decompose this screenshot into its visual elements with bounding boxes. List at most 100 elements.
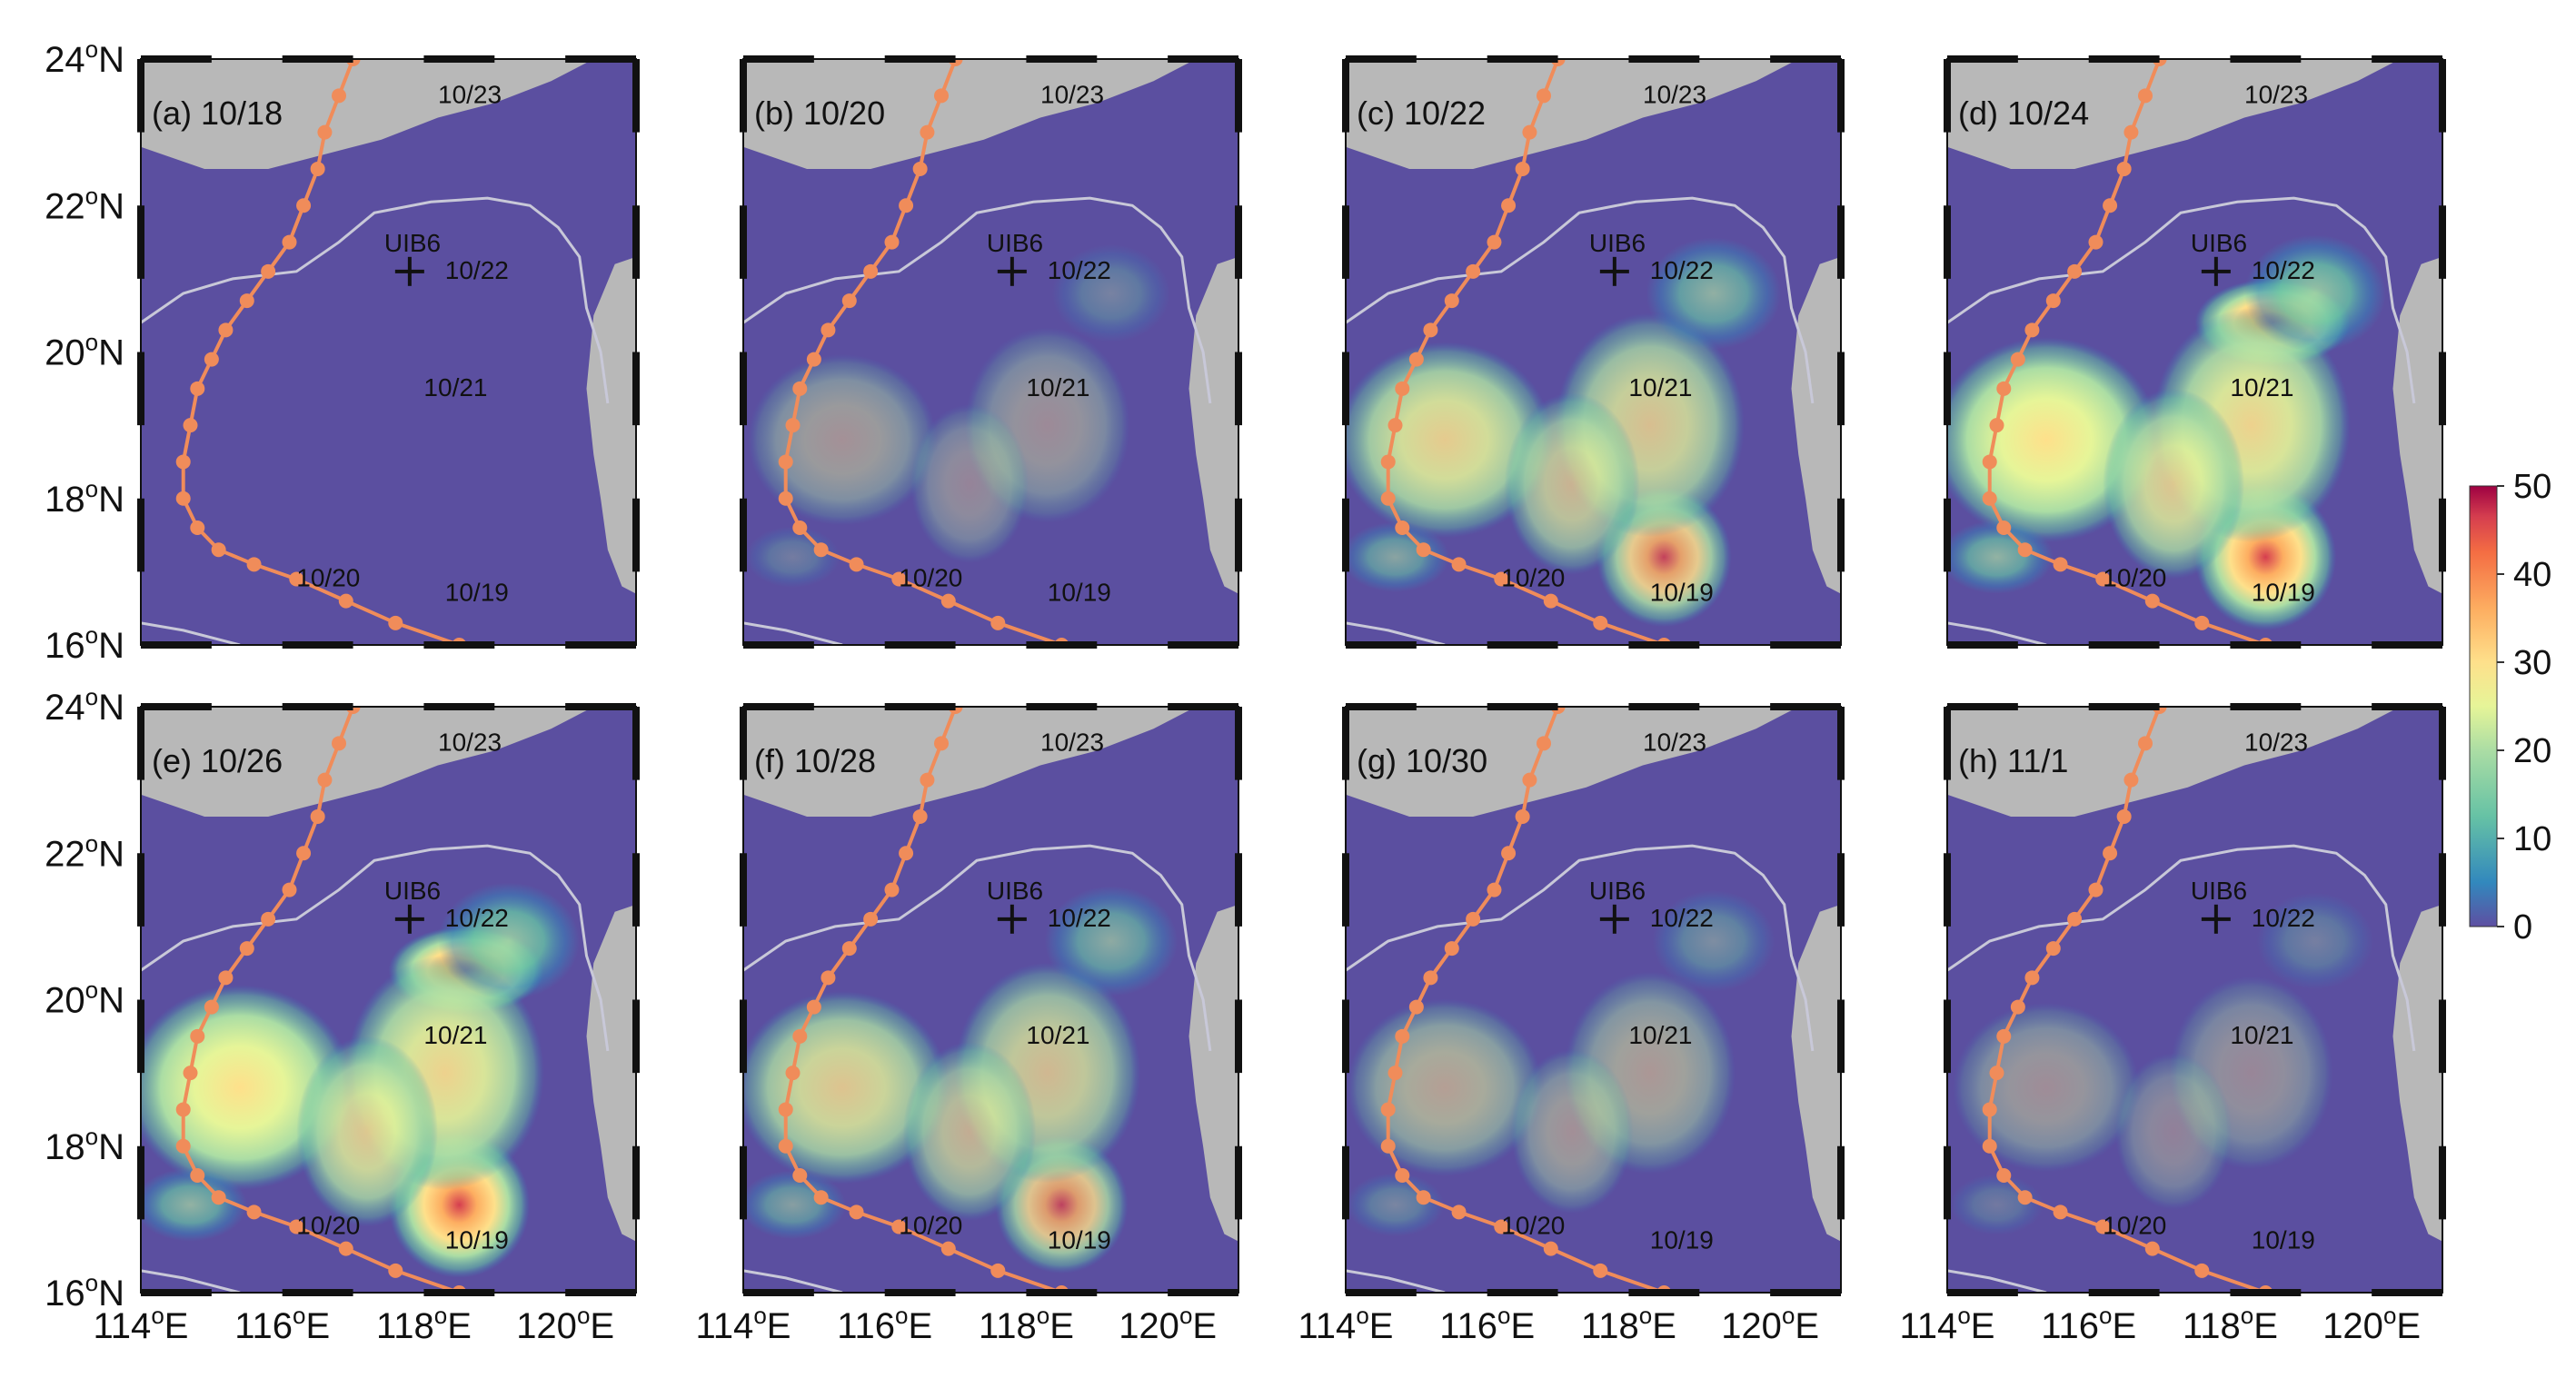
track-point xyxy=(849,1205,864,1220)
lon-tick-label: 120oE xyxy=(1721,1302,1819,1346)
station-label: UIB6 xyxy=(384,877,441,905)
track-date-label: 10/23 xyxy=(438,80,502,108)
panel-label: (a) 10/18 xyxy=(152,94,283,132)
track-point xyxy=(190,520,205,535)
panel-d: 10/19 10/20 10/21 10/22 10/23 UIB6 (d) 10/24 xyxy=(1944,55,2446,649)
coastline xyxy=(743,621,843,645)
land-east xyxy=(586,256,636,594)
track-point xyxy=(1501,846,1517,861)
intensity-region xyxy=(1950,1174,2044,1235)
track-point xyxy=(175,454,191,470)
track-point xyxy=(282,234,297,250)
track-point xyxy=(1494,571,1509,587)
land-north xyxy=(1947,59,2442,169)
intensity-region xyxy=(2244,234,2386,352)
land-north xyxy=(1947,707,2442,817)
coastline xyxy=(743,196,1212,404)
track-date-label: 10/19 xyxy=(445,579,509,607)
track-point xyxy=(1996,1168,2012,1183)
track-point xyxy=(204,999,219,1015)
track-point xyxy=(388,1263,403,1278)
coastline xyxy=(141,844,610,1052)
track-point xyxy=(218,970,234,986)
coastline xyxy=(141,1269,241,1293)
intensity-region xyxy=(1947,520,2054,594)
panel-h: 10/19 10/20 10/21 10/22 10/23 UIB6 (h) 11/1 114… xyxy=(1900,703,2446,1346)
track-point xyxy=(211,542,226,558)
track-point xyxy=(282,882,297,897)
lat-tick-label: 24oN xyxy=(45,683,124,728)
track-point xyxy=(190,1168,205,1183)
panel-g: 10/19 10/20 10/21 10/22 10/23 UIB6 (g) 10/30 11… xyxy=(1298,703,1845,1346)
track-point xyxy=(806,999,821,1015)
track-point xyxy=(841,941,857,957)
panel-c: 10/19 10/20 10/21 10/22 10/23 UIB6 (c) 10/22 xyxy=(1342,55,1845,649)
track-point xyxy=(2194,1263,2210,1278)
track-date-label: 10/23 xyxy=(2244,728,2308,756)
intensity-region xyxy=(745,526,840,588)
station-label: UIB6 xyxy=(2191,229,2247,257)
track-point xyxy=(246,557,262,572)
track-point xyxy=(2103,198,2118,213)
track-point xyxy=(778,1138,793,1154)
track-point xyxy=(1982,491,1997,506)
track-date-label: 10/20 xyxy=(899,564,962,592)
track-point xyxy=(821,970,836,986)
lon-tick-label: 120oE xyxy=(516,1302,614,1346)
track-date-label: 10/22 xyxy=(1048,904,1111,932)
panel-label: (f) 10/28 xyxy=(754,742,876,779)
track-point xyxy=(2045,293,2061,309)
track-point xyxy=(1395,381,1410,396)
map-panels: 10/19 10/20 10/21 10/22 10/23 UIB6 (a) 10/18 24… xyxy=(45,35,2446,1346)
track-point xyxy=(289,1219,304,1234)
panel-label: (g) 10/30 xyxy=(1357,742,1487,779)
lat-tick-label: 16oN xyxy=(45,621,124,666)
track-point xyxy=(332,736,346,751)
track-point xyxy=(785,418,801,433)
land-north xyxy=(743,707,1238,817)
track-point xyxy=(183,418,198,433)
track-point xyxy=(1423,970,1438,986)
track-date-label: 10/20 xyxy=(899,1212,962,1240)
lat-tick-label: 18oN xyxy=(45,1123,124,1167)
colorbar: 50 40 30 20 10 0 xyxy=(2469,468,2551,947)
intensity-region xyxy=(2103,388,2244,580)
track-date-label: 10/23 xyxy=(1643,80,1706,108)
lat-tick-label: 20oN xyxy=(45,329,124,373)
lon-tick-label: 116oE xyxy=(837,1302,932,1346)
track-date-label: 10/23 xyxy=(2244,80,2308,108)
track-point xyxy=(175,1102,191,1117)
lon-tick-label: 114oE xyxy=(94,1302,189,1346)
lon-tick-label: 118oE xyxy=(2183,1302,2278,1346)
track-point xyxy=(1543,1241,1558,1256)
station-label: UIB6 xyxy=(2191,877,2247,905)
land-east xyxy=(2392,256,2442,594)
track-point xyxy=(1537,88,1551,104)
track-point xyxy=(1380,1138,1396,1154)
track-date-label: 10/21 xyxy=(2230,373,2293,402)
colorbar-tick-label: 30 xyxy=(2513,644,2551,682)
track-point xyxy=(2095,571,2111,587)
lat-tick-label: 16oN xyxy=(45,1269,124,1314)
colorbar-tick-label: 40 xyxy=(2513,556,2551,594)
track-point xyxy=(239,941,254,957)
lat-tick-label: 18oN xyxy=(45,475,124,520)
track-point xyxy=(792,381,808,396)
track-point xyxy=(1487,882,1502,897)
track-point xyxy=(884,234,900,250)
lat-tick-label: 24oN xyxy=(45,35,124,80)
panel-a: 10/19 10/20 10/21 10/22 10/23 UIB6 (a) 10/18 24… xyxy=(45,35,640,666)
track-date-label: 10/21 xyxy=(2230,1021,2293,1049)
track-date-label: 10/20 xyxy=(1501,564,1565,592)
track-point xyxy=(2045,941,2061,957)
track-point xyxy=(1982,1102,1997,1117)
land-east xyxy=(1791,256,1841,594)
track-point xyxy=(239,293,254,309)
track-point xyxy=(899,846,914,861)
track-point xyxy=(1515,161,1530,176)
coastline xyxy=(1947,621,2047,645)
track-point xyxy=(2053,557,2068,572)
coastline xyxy=(141,196,610,404)
track-point xyxy=(1522,124,1537,140)
